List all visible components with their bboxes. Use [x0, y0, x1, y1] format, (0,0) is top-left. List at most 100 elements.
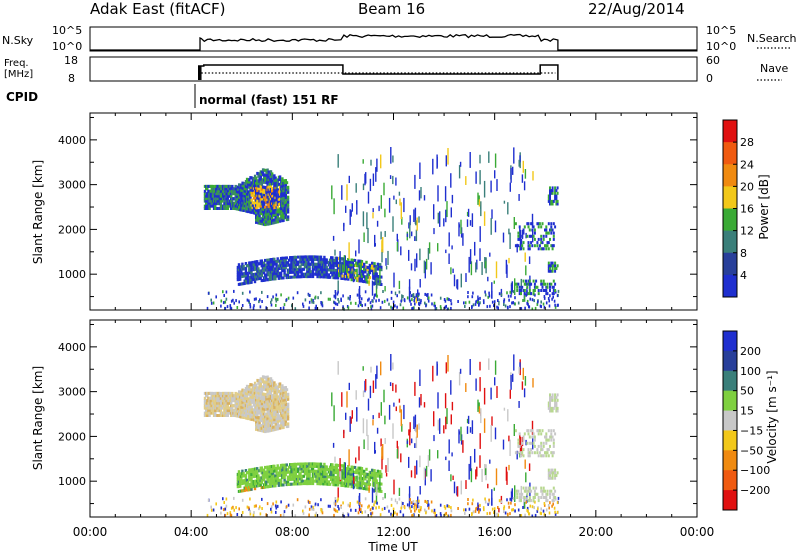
- echo-cell: [328, 468, 332, 472]
- echo-cell: [325, 270, 328, 274]
- echo-cell: [274, 383, 277, 387]
- echo-cell: [552, 244, 555, 248]
- echo-cell: [328, 482, 332, 486]
- echo-cell: [283, 478, 286, 482]
- echo-cell: [286, 273, 290, 277]
- echo-cell: [522, 289, 525, 292]
- echo-cell: [551, 435, 554, 439]
- echo-cell: [246, 281, 250, 285]
- echo-cell: [434, 307, 437, 311]
- echo-cell: [522, 454, 525, 458]
- echo-cell: [364, 290, 367, 294]
- echo-cell: [261, 290, 263, 294]
- echo-cell: [394, 511, 396, 515]
- echo-cell: [516, 496, 519, 499]
- echo-cell: [540, 305, 542, 309]
- echo-cell: [546, 282, 549, 286]
- echo-cell: [439, 211, 441, 227]
- echo-cell: [524, 306, 526, 310]
- echo-cell: [271, 199, 274, 203]
- echo-cell: [300, 469, 303, 473]
- echo-cell: [258, 194, 261, 198]
- echo-cell: [514, 244, 517, 248]
- echo-cell: [210, 508, 213, 512]
- echo-cell: [525, 279, 527, 283]
- echo-cell: [465, 176, 467, 185]
- echo-cell: [395, 406, 397, 412]
- echo-cell: [545, 451, 548, 455]
- echo-cell: [375, 167, 377, 182]
- echo-cell: [445, 511, 447, 515]
- echo-cell: [360, 297, 363, 301]
- echo-cell: [478, 402, 480, 409]
- echo-cell: [249, 305, 252, 309]
- echo-cell: [297, 477, 300, 481]
- echo-cell: [475, 507, 477, 511]
- echo-cell: [525, 293, 527, 297]
- echo-cell: [268, 384, 272, 388]
- echo-cell: [390, 497, 393, 501]
- echo-cell: [350, 265, 353, 269]
- echo-cell: [335, 466, 339, 470]
- echo-cell: [211, 391, 215, 395]
- echo-cell: [253, 297, 256, 301]
- echo-cell: [549, 404, 551, 408]
- echo-cell: [353, 470, 357, 474]
- echo-cell: [549, 409, 551, 413]
- echo-cell: [284, 400, 287, 404]
- echo-cell: [276, 269, 279, 273]
- echo-cell: [260, 259, 263, 263]
- echo-cell: [448, 460, 450, 471]
- echo-cell: [466, 219, 469, 227]
- echo-cell: [269, 482, 273, 486]
- echo-cell: [436, 361, 438, 376]
- echo-cell: [534, 500, 536, 504]
- echo-cell: [235, 402, 239, 406]
- echo-cell: [487, 483, 489, 489]
- echo-cell: [336, 292, 339, 296]
- echo-cell: [424, 499, 426, 503]
- echo-cell: [283, 303, 286, 307]
- echo-cell: [324, 475, 327, 479]
- echo-cell: [390, 296, 393, 300]
- echo-cell: [533, 489, 536, 493]
- echo-cell: [276, 424, 280, 428]
- echo-cell: [550, 222, 553, 226]
- echo-cell: [554, 510, 556, 514]
- echo-cell: [406, 233, 409, 237]
- echo-cell: [445, 416, 447, 430]
- echo-cell: [466, 211, 469, 217]
- echo-cell: [460, 480, 462, 495]
- echo-cell: [549, 282, 551, 286]
- echo-cell: [532, 499, 535, 503]
- echo-cell: [341, 481, 344, 485]
- echo-cell: [282, 214, 285, 217]
- echo-cell: [522, 486, 525, 490]
- echo-cell: [551, 468, 554, 472]
- echo-cell: [206, 306, 209, 310]
- echo-cell: [446, 514, 449, 518]
- echo-cell: [335, 478, 339, 482]
- echo-cell: [353, 476, 355, 484]
- echo-cell: [327, 297, 330, 301]
- echo-cell: [268, 268, 271, 272]
- echo-cell: [540, 289, 543, 292]
- echo-cell: [373, 262, 376, 266]
- echo-cell: [224, 300, 227, 304]
- echo-cell: [551, 202, 554, 206]
- echo-cell: [525, 439, 527, 446]
- echo-cell: [372, 299, 374, 303]
- echo-cell: [511, 301, 513, 305]
- echo-cell: [275, 393, 278, 397]
- echo-cell: [409, 422, 411, 433]
- echo-cell: [400, 453, 402, 463]
- echo-cell: [245, 180, 249, 184]
- echo-cell: [368, 504, 370, 508]
- echo-cell: [346, 469, 349, 473]
- echo-cell: [550, 264, 553, 268]
- echo-cell: [265, 190, 268, 194]
- echo-cell: [355, 261, 358, 265]
- echo-cell: [269, 184, 273, 188]
- echo-cell: [530, 448, 533, 452]
- echo-cell: [552, 444, 555, 448]
